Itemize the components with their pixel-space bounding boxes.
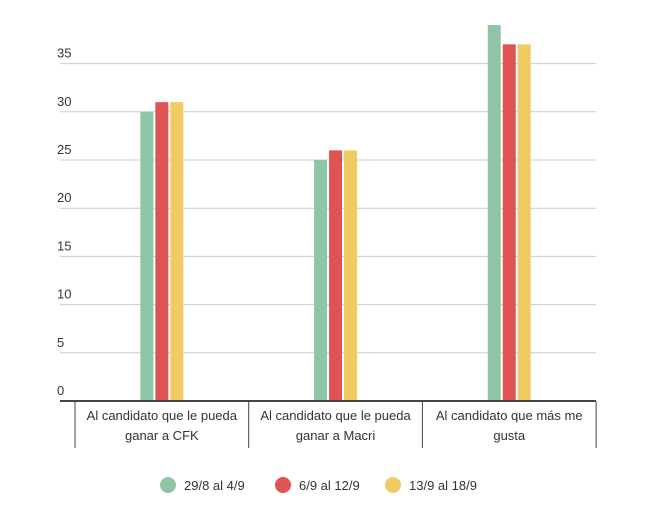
category-label-1-line-1: Al candidato que le pueda — [87, 408, 238, 423]
legend-label-1: 29/8 al 4/9 — [184, 478, 245, 493]
x-axis-category-labels: Al candidato que le pueda ganar a CFK Al c… — [87, 408, 583, 443]
bars — [140, 25, 531, 402]
y-tick-label: 0 — [57, 383, 64, 398]
category-label-3-line-2: gusta — [493, 428, 526, 443]
legend-swatch-2 — [275, 477, 291, 493]
legend: 29/8 al 4/9 6/9 al 12/9 13/9 al 18/9 — [160, 477, 477, 493]
bar-series-2-category-1 — [155, 102, 169, 401]
bar-series-3-category-3 — [517, 44, 531, 401]
y-tick-label: 10 — [57, 287, 71, 302]
legend-item-2: 6/9 al 12/9 — [275, 477, 360, 493]
y-tick-label: 15 — [57, 238, 71, 253]
bar-series-3-category-1 — [170, 102, 184, 401]
x-axis — [60, 400, 597, 448]
y-axis-tick-labels: 0 5 10 15 20 25 30 35 — [57, 46, 71, 398]
category-label-2-line-2: ganar a Macri — [296, 428, 376, 443]
y-tick-label: 5 — [57, 335, 64, 350]
legend-item-3: 13/9 al 18/9 — [385, 477, 477, 493]
bar-series-3-category-2 — [344, 150, 358, 401]
category-label-2-line-1: Al candidato que le pueda — [260, 408, 411, 423]
bar-series-2-category-2 — [329, 150, 343, 401]
legend-item-1: 29/8 al 4/9 — [160, 477, 245, 493]
y-tick-label: 25 — [57, 142, 71, 157]
legend-label-3: 13/9 al 18/9 — [409, 478, 477, 493]
category-label-3-line-1: Al candidato que más me — [436, 408, 583, 423]
legend-swatch-3 — [385, 477, 401, 493]
y-tick-label: 35 — [57, 46, 71, 61]
bar-series-1-category-2 — [314, 160, 328, 401]
legend-swatch-1 — [160, 477, 176, 493]
bar-series-1-category-3 — [487, 25, 501, 401]
y-tick-label: 30 — [57, 94, 71, 109]
category-label-1-line-2: ganar a CFK — [125, 428, 199, 443]
bar-series-1-category-1 — [140, 111, 154, 402]
bar-series-2-category-3 — [502, 44, 516, 401]
y-tick-label: 20 — [57, 190, 71, 205]
legend-label-2: 6/9 al 12/9 — [299, 478, 360, 493]
